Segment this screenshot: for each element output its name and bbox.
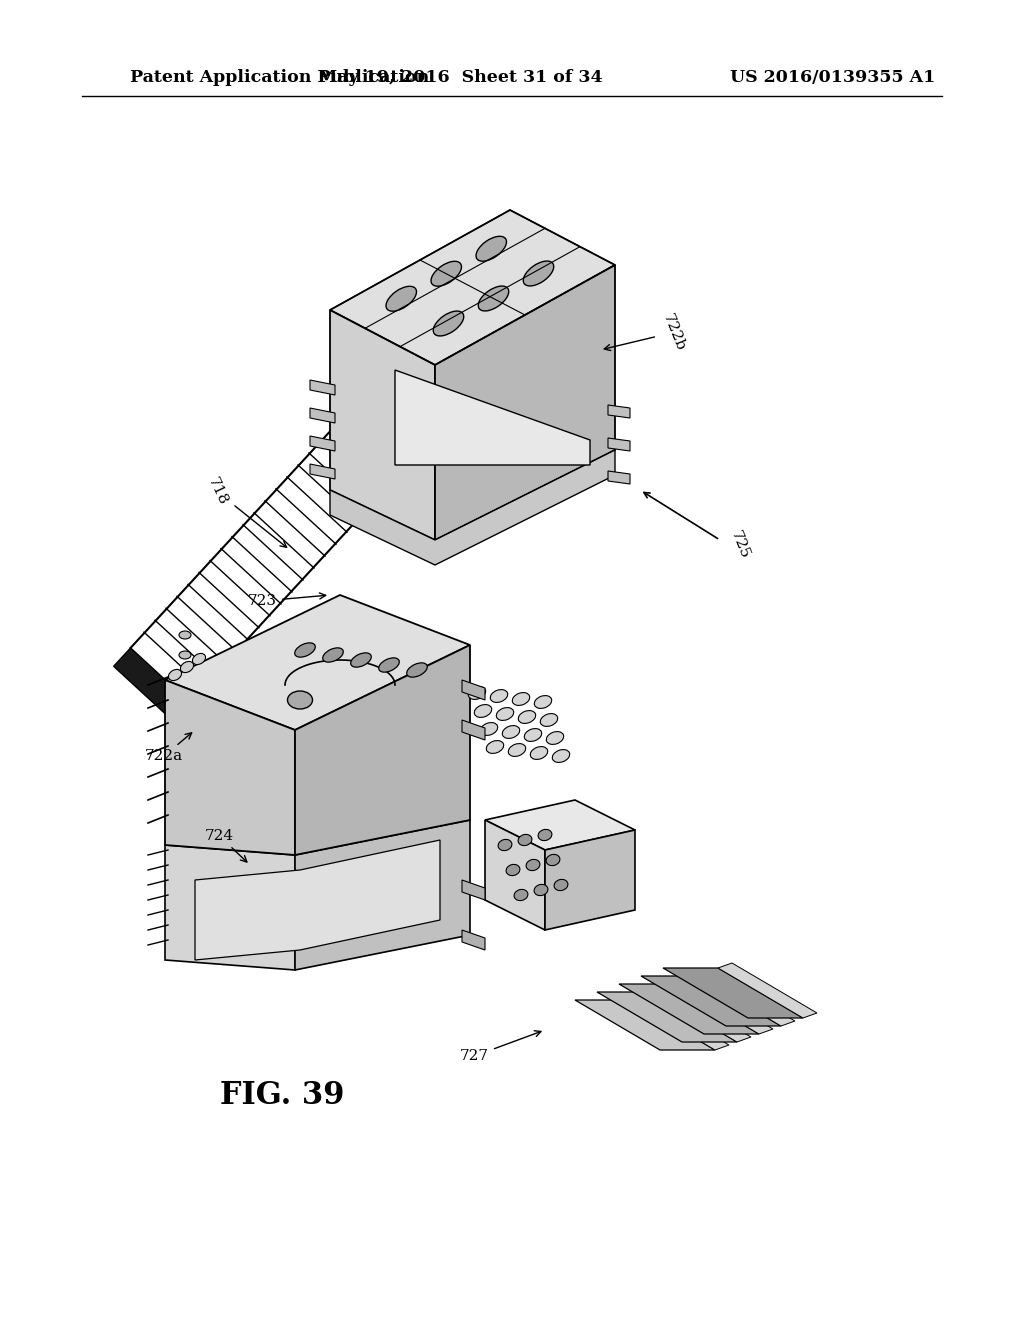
Polygon shape <box>310 408 335 422</box>
Polygon shape <box>310 380 335 395</box>
Ellipse shape <box>535 696 552 709</box>
Polygon shape <box>608 405 630 418</box>
Text: May 19, 2016  Sheet 31 of 34: May 19, 2016 Sheet 31 of 34 <box>317 70 602 87</box>
Polygon shape <box>641 975 781 1026</box>
Ellipse shape <box>524 729 542 742</box>
Polygon shape <box>462 680 485 700</box>
Text: 722a: 722a <box>145 733 191 763</box>
Polygon shape <box>295 645 470 855</box>
Polygon shape <box>165 595 470 730</box>
Ellipse shape <box>554 879 568 891</box>
Polygon shape <box>608 438 630 451</box>
Polygon shape <box>310 436 335 451</box>
Polygon shape <box>435 265 615 540</box>
Ellipse shape <box>497 708 514 721</box>
Ellipse shape <box>179 651 191 659</box>
Ellipse shape <box>546 731 563 744</box>
Polygon shape <box>330 210 615 366</box>
Polygon shape <box>330 450 615 565</box>
Ellipse shape <box>506 865 520 875</box>
Ellipse shape <box>480 722 498 735</box>
Ellipse shape <box>350 653 372 667</box>
Ellipse shape <box>503 726 520 738</box>
Ellipse shape <box>288 690 312 709</box>
Polygon shape <box>462 931 485 950</box>
Polygon shape <box>295 820 470 970</box>
Polygon shape <box>718 964 817 1018</box>
Text: 725: 725 <box>728 529 752 561</box>
Polygon shape <box>485 820 545 931</box>
Ellipse shape <box>474 705 492 718</box>
Polygon shape <box>165 845 295 970</box>
Polygon shape <box>462 719 485 741</box>
Polygon shape <box>395 370 590 465</box>
Polygon shape <box>663 968 803 1018</box>
Text: US 2016/0139355 A1: US 2016/0139355 A1 <box>730 70 935 87</box>
Ellipse shape <box>498 840 512 850</box>
Ellipse shape <box>193 653 206 664</box>
Ellipse shape <box>518 710 536 723</box>
Polygon shape <box>114 648 189 721</box>
Ellipse shape <box>514 890 528 900</box>
Polygon shape <box>652 987 751 1041</box>
Text: 724: 724 <box>205 829 247 862</box>
Ellipse shape <box>530 747 548 759</box>
Ellipse shape <box>379 657 399 672</box>
Ellipse shape <box>468 686 485 700</box>
Polygon shape <box>618 983 759 1034</box>
Text: Patent Application Publication: Patent Application Publication <box>130 70 429 87</box>
Ellipse shape <box>386 286 417 312</box>
Ellipse shape <box>431 261 462 286</box>
Polygon shape <box>195 840 440 960</box>
Text: 727: 727 <box>460 1031 541 1063</box>
Ellipse shape <box>508 743 525 756</box>
Ellipse shape <box>535 884 548 895</box>
Ellipse shape <box>490 689 508 702</box>
Polygon shape <box>485 800 635 850</box>
Polygon shape <box>630 995 729 1049</box>
Polygon shape <box>131 268 540 702</box>
Polygon shape <box>597 993 737 1041</box>
Polygon shape <box>545 830 635 931</box>
Ellipse shape <box>523 261 554 286</box>
Ellipse shape <box>552 750 569 763</box>
Polygon shape <box>575 1001 715 1049</box>
Ellipse shape <box>538 829 552 841</box>
Ellipse shape <box>433 312 464 337</box>
Ellipse shape <box>526 859 540 871</box>
Ellipse shape <box>486 741 504 754</box>
Text: 723: 723 <box>248 593 326 609</box>
Ellipse shape <box>518 834 531 846</box>
Ellipse shape <box>179 631 191 639</box>
Polygon shape <box>608 471 630 484</box>
Ellipse shape <box>478 286 509 312</box>
Polygon shape <box>696 972 795 1026</box>
Ellipse shape <box>476 236 507 261</box>
Ellipse shape <box>323 648 343 663</box>
Ellipse shape <box>546 854 560 866</box>
Ellipse shape <box>407 663 427 677</box>
Ellipse shape <box>180 661 194 673</box>
Ellipse shape <box>541 714 558 726</box>
Polygon shape <box>462 880 485 900</box>
Text: 722b: 722b <box>604 312 687 352</box>
Ellipse shape <box>295 643 315 657</box>
Polygon shape <box>310 465 335 479</box>
Ellipse shape <box>512 693 529 705</box>
Ellipse shape <box>168 669 181 681</box>
Polygon shape <box>165 680 295 855</box>
Polygon shape <box>330 310 435 540</box>
Polygon shape <box>674 979 773 1034</box>
Text: FIG. 39: FIG. 39 <box>220 1080 344 1110</box>
Text: 718: 718 <box>205 475 287 548</box>
